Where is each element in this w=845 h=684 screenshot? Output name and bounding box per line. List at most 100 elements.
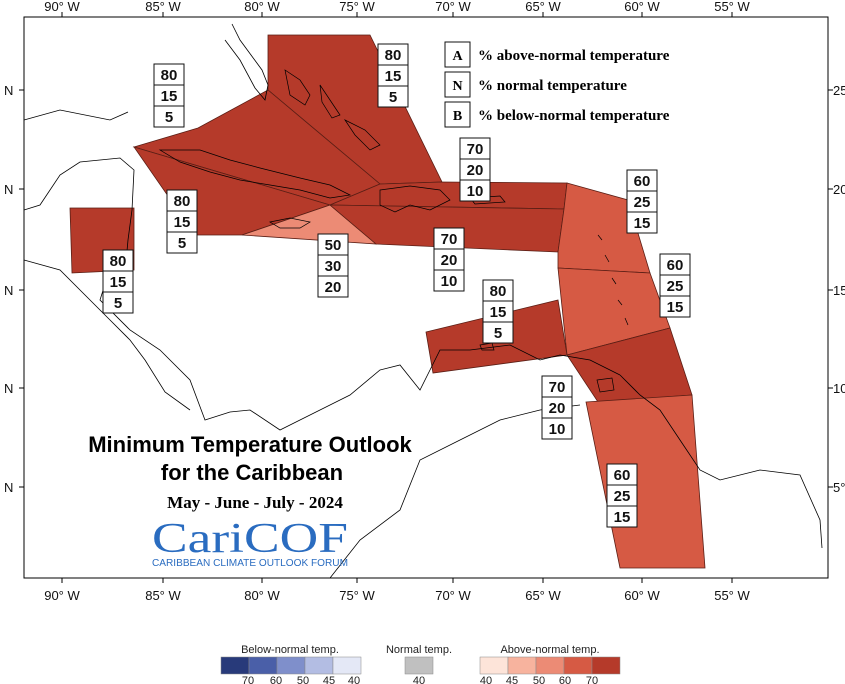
prob-value: 15 (667, 299, 684, 316)
colorbar-swatch-below (304, 656, 334, 675)
prob-box-trinidad: 70 20 10 (541, 375, 573, 440)
prob-value: 20 (549, 400, 566, 417)
colorbar-tick-above: 40 (480, 675, 492, 684)
prob-cell (606, 505, 638, 528)
prob-box-hispaniola-north: 70 20 10 (459, 137, 491, 202)
probability-boxes: 8015580155801558015550302070201070201060… (102, 43, 691, 528)
prob-box-leeward: 60 25 15 (626, 169, 658, 234)
prob-value: 20 (325, 279, 342, 296)
prob-value: 70 (549, 379, 566, 396)
lon-tick-label-bottom: 60° W (624, 588, 660, 603)
prob-box-hispaniola-south: 70 20 10 (433, 227, 465, 292)
colorbar-tick-above: 70 (586, 675, 598, 684)
prob-value: 15 (634, 215, 651, 232)
prob-value: 10 (467, 183, 484, 200)
prob-value: 15 (385, 68, 402, 85)
prob-box-belize: 80 15 5 (102, 249, 134, 314)
lat-tick-label-right: 10° (833, 381, 845, 396)
prob-box-windward: 60 25 15 (659, 253, 691, 318)
prob-cell (317, 275, 349, 298)
prob-value: 5 (165, 109, 173, 126)
prob-cell (102, 291, 134, 314)
prob-value: 70 (467, 141, 484, 158)
prob-value: 80 (110, 253, 127, 270)
prob-value: 25 (634, 194, 651, 211)
colorbar-tick-below: 40 (348, 675, 360, 684)
lon-tick-label-bottom: 90° W (44, 588, 80, 603)
colorbar-tick-below: 50 (297, 675, 309, 684)
colorbar-tick-above: 60 (559, 675, 571, 684)
prob-cell (377, 85, 409, 108)
lon-tick-label-top: 80° W (244, 0, 280, 14)
prob-box-cuba: 80 15 5 (153, 63, 185, 128)
colorbar-tick-below: 60 (270, 675, 282, 684)
colorbar: Below-normal temp. 70 60 50 45 40 Normal temp.… (220, 644, 621, 684)
prob-value: 70 (441, 231, 458, 248)
colorbar-swatch-above (507, 656, 537, 675)
lon-tick-label-bottom: 70° W (435, 588, 471, 603)
colorbar-swatch-normal (404, 656, 434, 675)
map-title-line2: for the Caribbean (161, 460, 343, 485)
colorbar-tick-above: 45 (506, 675, 518, 684)
coastlines (23, 23, 823, 579)
map-period: May - June - July - 2024 (167, 493, 343, 512)
colorbar-swatch-above (479, 656, 509, 675)
colorbar-swatch-below (276, 656, 306, 675)
colorbar-swatch-below (248, 656, 278, 675)
prob-box-jamaica: 50 30 20 (317, 233, 349, 298)
prob-value: 60 (667, 257, 684, 274)
legend-key-text: % below-normal temperature (478, 108, 670, 124)
prob-value: 10 (441, 273, 458, 290)
colorbar-tick-normal: 40 (413, 675, 425, 684)
lon-tick-label-bottom: 80° W (244, 588, 280, 603)
prob-value: 30 (325, 258, 342, 275)
prob-value: 15 (161, 88, 178, 105)
longitude-ticks: 90° W 90° W 85° W 85° W 80° W 80° W 75° W 75° W… (44, 0, 750, 603)
colorbar-swatch-below (220, 656, 250, 675)
prob-value: 20 (467, 162, 484, 179)
colorbar-swatch-above (535, 656, 565, 675)
lon-tick-label-top: 70° W (435, 0, 471, 14)
legend-key-text: % normal temperature (478, 78, 627, 94)
prob-cell (166, 231, 198, 254)
prob-value: 60 (634, 173, 651, 190)
prob-value: 20 (441, 252, 458, 269)
lat-tick-label-right: 15° (833, 283, 845, 298)
prob-box-guianas: 60 25 15 (606, 463, 638, 528)
colorbar-title-below: Below-normal temp. (241, 644, 339, 656)
latitude-ticks: N 25° N 20° N 15° N 10° N 5° (4, 83, 845, 495)
prob-value: 5 (114, 295, 122, 312)
lat-tick-label-left: N (4, 381, 13, 396)
prob-cell (482, 321, 514, 344)
prob-value: 5 (389, 89, 397, 106)
prob-box-bahamas: 80 15 5 (377, 43, 409, 108)
colorbar-title-above: Above-normal temp. (500, 644, 599, 656)
caricof-logo: CariCOF CARIBBEAN CLIMATE OUTLOOK FORUM (152, 516, 348, 569)
legend-key-letter: B (453, 109, 462, 124)
lat-tick-label-left: N (4, 283, 13, 298)
lat-tick-label-left: N (4, 182, 13, 197)
prob-value: 80 (161, 67, 178, 84)
lon-tick-label-bottom: 85° W (145, 588, 181, 603)
map-frame (23, 16, 829, 579)
prob-value: 5 (178, 235, 186, 252)
prob-box-abc: 80 15 5 (482, 279, 514, 344)
lon-tick-label-top: 75° W (339, 0, 375, 14)
lat-tick-label-left: N (4, 480, 13, 495)
prob-value: 15 (490, 304, 507, 321)
colorbar-tick-below: 45 (323, 675, 335, 684)
prob-value: 80 (490, 283, 507, 300)
lon-tick-label-top: 65° W (525, 0, 561, 14)
lon-tick-label-top: 60° W (624, 0, 660, 14)
prob-box-cayman: 80 15 5 (166, 189, 198, 254)
lon-tick-label-top: 55° W (714, 0, 750, 14)
lat-tick-label-right: 5° (833, 480, 845, 495)
legend-key-box (444, 41, 471, 68)
colorbar-title-normal: Normal temp. (386, 644, 452, 656)
lon-tick-label-top: 90° W (44, 0, 80, 14)
logo-wordmark: CariCOF (152, 516, 348, 562)
lat-tick-label-right: 20° (833, 182, 845, 197)
prob-value: 80 (385, 47, 402, 64)
probability-legend: A % above-normal temperature N % normal tem… (444, 41, 670, 128)
